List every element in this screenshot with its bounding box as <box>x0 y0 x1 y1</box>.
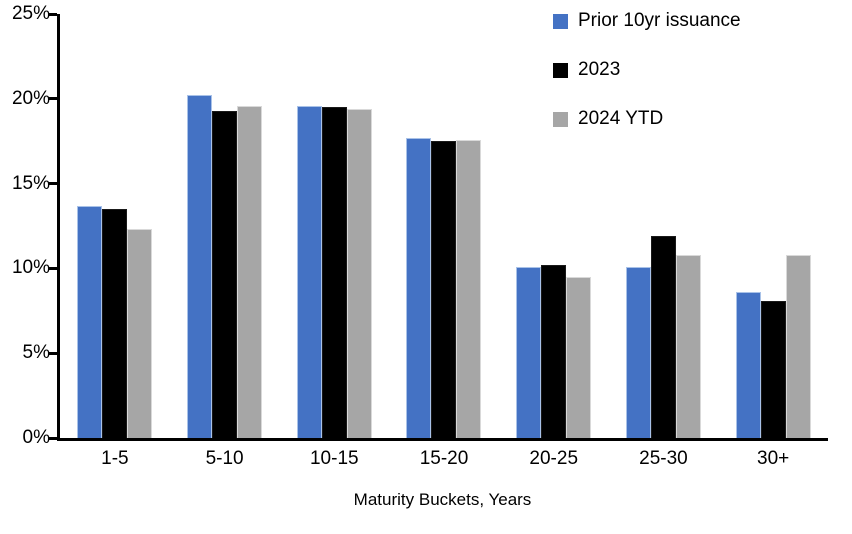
bar-prior-10yr-issuance-5-10 <box>187 95 213 438</box>
legend-swatch-icon <box>553 111 568 127</box>
legend: Prior 10yr issuance 2023 2024 YTD <box>553 10 741 157</box>
x-category-label-25-30: 25-30 <box>639 448 688 469</box>
y-tick-label-20: 20% <box>11 88 50 109</box>
legend-item-2024-ytd: 2024 YTD <box>553 108 741 130</box>
bar-group-30 <box>735 14 811 438</box>
x-category-label-20-25: 20-25 <box>529 448 579 469</box>
y-tick-mark <box>48 97 57 100</box>
legend-swatch-icon <box>553 13 568 29</box>
plot-area <box>57 14 828 441</box>
bar-2023-25-30 <box>650 236 676 438</box>
y-tick-mark <box>48 352 57 355</box>
legend-item-prior-10yr-issuance: Prior 10yr issuance <box>553 10 741 32</box>
legend-label: 2023 <box>578 59 621 80</box>
bar-2024-ytd-25-30 <box>675 254 701 438</box>
bar-prior-10yr-issuance-30 <box>735 292 761 438</box>
legend-label: Prior 10yr issuance <box>578 10 741 31</box>
bar-group-10-15 <box>296 14 372 438</box>
x-category-label-10-15: 10-15 <box>309 448 359 469</box>
x-axis-labels: 1-5 5-10 10-15 15-20 20-25 25-30 30+ <box>60 448 828 470</box>
bar-2023-5-10 <box>212 110 238 438</box>
bar-group-20-25 <box>516 14 592 438</box>
bar-2024-ytd-5-10 <box>237 105 263 438</box>
bar-group-1-5 <box>77 14 153 438</box>
bar-prior-10yr-issuance-15-20 <box>406 137 432 438</box>
y-tick-label-25: 25% <box>11 3 50 24</box>
legend-swatch-icon <box>553 62 568 78</box>
y-tick-mark <box>48 437 57 440</box>
bar-2024-ytd-10-15 <box>346 108 372 438</box>
legend-item-2023: 2023 <box>553 59 741 81</box>
y-tick-label-10: 10% <box>11 257 50 278</box>
bar-2023-15-20 <box>431 141 457 438</box>
x-category-label-30: 30+ <box>757 448 790 469</box>
bar-group-15-20 <box>406 14 482 438</box>
y-tick-mark <box>48 13 57 16</box>
y-tick-mark <box>48 182 57 185</box>
y-tick-label-5: 5% <box>22 342 50 363</box>
bar-2023-30 <box>760 300 786 438</box>
bar-prior-10yr-issuance-1-5 <box>77 205 103 438</box>
bar-group-25-30 <box>625 14 701 438</box>
bar-prior-10yr-issuance-10-15 <box>296 105 322 438</box>
bar-2024-ytd-15-20 <box>456 139 482 438</box>
legend-label: 2024 YTD <box>578 108 664 129</box>
y-tick-label-15: 15% <box>11 173 50 194</box>
bar-2024-ytd-1-5 <box>127 229 153 438</box>
y-tick-label-0: 0% <box>22 427 50 448</box>
bar-2024-ytd-30 <box>785 254 811 438</box>
bar-2023-10-15 <box>321 107 347 438</box>
bar-2023-20-25 <box>541 265 567 438</box>
bar-2024-ytd-20-25 <box>566 276 592 438</box>
x-category-label-5-10: 5-10 <box>205 448 244 469</box>
y-tick-mark <box>48 267 57 270</box>
bar-2023-1-5 <box>102 209 128 438</box>
bar-prior-10yr-issuance-20-25 <box>516 266 542 438</box>
x-category-label-1-5: 1-5 <box>101 448 129 469</box>
x-axis-title: Maturity Buckets, Years <box>353 490 532 509</box>
bar-prior-10yr-issuance-25-30 <box>625 266 651 438</box>
x-category-label-15-20: 15-20 <box>419 448 469 469</box>
bar-group-5-10 <box>187 14 263 438</box>
